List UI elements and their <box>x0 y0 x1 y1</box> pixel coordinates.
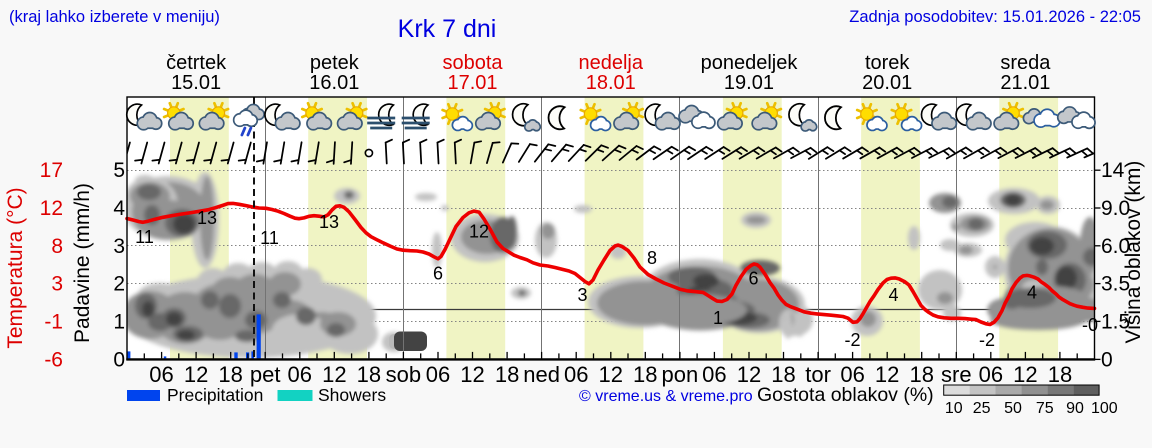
svg-text:18.01: 18.01 <box>586 72 636 94</box>
svg-text:12: 12 <box>469 222 489 242</box>
svg-text:6: 6 <box>748 269 758 289</box>
svg-text:19.01: 19.01 <box>724 72 774 94</box>
svg-text:pet: pet <box>250 362 281 387</box>
svg-text:2: 2 <box>113 273 125 296</box>
svg-text:12: 12 <box>40 197 63 220</box>
svg-text:petek: petek <box>310 52 360 74</box>
svg-text:sobota: sobota <box>443 52 504 74</box>
svg-text:Krk 7 dni: Krk 7 dni <box>398 15 497 43</box>
svg-text:12: 12 <box>875 362 899 387</box>
svg-text:-6: -6 <box>44 348 63 371</box>
svg-text:06: 06 <box>149 362 173 387</box>
svg-text:100: 100 <box>1091 400 1118 417</box>
svg-text:4: 4 <box>888 285 898 305</box>
svg-text:Precipitation: Precipitation <box>167 385 263 405</box>
svg-text:6: 6 <box>433 264 443 284</box>
svg-text:1.5: 1.5 <box>1101 310 1130 333</box>
svg-text:Zadnja posodobitev: 15.01.2026: Zadnja posodobitev: 15.01.2026 - 22:05 <box>849 8 1141 26</box>
svg-text:18: 18 <box>909 362 933 387</box>
svg-text:06: 06 <box>426 362 450 387</box>
svg-text:ned: ned <box>523 362 560 387</box>
svg-text:-0: -0 <box>1082 315 1098 335</box>
svg-text:ponedeljek: ponedeljek <box>701 52 799 74</box>
svg-text:Višina oblakov (km): Višina oblakov (km) <box>1122 161 1145 344</box>
svg-text:5: 5 <box>113 159 125 182</box>
svg-text:18: 18 <box>771 362 795 387</box>
svg-text:6.0: 6.0 <box>1101 235 1130 258</box>
svg-text:1: 1 <box>713 308 723 328</box>
svg-text:16.01: 16.01 <box>309 72 359 94</box>
svg-text:Temperatura (°C): Temperatura (°C) <box>4 187 27 348</box>
svg-text:torek: torek <box>865 52 910 74</box>
svg-text:06: 06 <box>702 362 726 387</box>
svg-text:-2: -2 <box>844 330 860 350</box>
svg-text:10: 10 <box>945 400 963 417</box>
svg-text:sob: sob <box>386 362 421 387</box>
svg-text:0: 0 <box>113 348 125 371</box>
svg-text:13: 13 <box>197 208 217 228</box>
svg-text:sreda: sreda <box>1000 52 1051 74</box>
svg-text:3: 3 <box>51 273 63 296</box>
svg-text:20.01: 20.01 <box>862 72 912 94</box>
svg-text:11: 11 <box>260 228 279 248</box>
svg-text:90: 90 <box>1066 400 1084 417</box>
svg-text:12: 12 <box>460 362 484 387</box>
svg-text:8: 8 <box>51 235 63 258</box>
svg-text:nedelja: nedelja <box>578 52 643 74</box>
svg-text:75: 75 <box>1036 400 1054 417</box>
svg-text:3: 3 <box>577 285 587 305</box>
svg-text:06: 06 <box>288 362 312 387</box>
svg-text:© vreme.us & vreme.pro: © vreme.us & vreme.pro <box>579 388 753 405</box>
svg-text:4: 4 <box>1027 283 1037 303</box>
svg-text:18: 18 <box>495 362 519 387</box>
svg-text:pon: pon <box>661 362 698 387</box>
svg-text:14: 14 <box>1101 159 1125 182</box>
svg-text:06: 06 <box>840 362 864 387</box>
svg-text:11: 11 <box>135 227 154 247</box>
svg-text:21.01: 21.01 <box>1000 72 1050 94</box>
svg-text:18: 18 <box>1048 362 1072 387</box>
svg-text:3.5: 3.5 <box>1101 273 1130 296</box>
svg-text:13: 13 <box>319 212 339 232</box>
svg-text:1: 1 <box>113 310 125 333</box>
svg-text:3: 3 <box>113 235 125 258</box>
svg-text:Gostota oblakov (%): Gostota oblakov (%) <box>757 384 934 406</box>
svg-text:(kraj lahko izberete v meniju): (kraj lahko izberete v meniju) <box>9 8 220 26</box>
svg-text:-2: -2 <box>979 330 995 350</box>
svg-text:Padavine (mm/h): Padavine (mm/h) <box>71 183 94 343</box>
svg-text:18: 18 <box>633 362 657 387</box>
svg-text:tor: tor <box>805 362 831 387</box>
svg-text:0: 0 <box>1101 348 1113 371</box>
svg-text:18: 18 <box>218 362 242 387</box>
svg-text:12: 12 <box>322 362 346 387</box>
svg-text:12: 12 <box>599 362 623 387</box>
svg-text:15.01: 15.01 <box>171 72 221 94</box>
svg-text:50: 50 <box>1004 400 1022 417</box>
svg-text:12: 12 <box>737 362 761 387</box>
svg-text:06: 06 <box>564 362 588 387</box>
svg-text:9.0: 9.0 <box>1101 197 1130 220</box>
svg-text:18: 18 <box>357 362 381 387</box>
svg-text:Showers: Showers <box>318 385 386 405</box>
svg-text:četrtek: četrtek <box>166 52 227 74</box>
svg-text:12: 12 <box>1013 362 1037 387</box>
svg-text:8: 8 <box>647 248 657 268</box>
svg-text:sre: sre <box>941 362 972 387</box>
svg-text:-1: -1 <box>44 310 63 333</box>
svg-text:06: 06 <box>979 362 1003 387</box>
svg-text:17: 17 <box>40 159 63 182</box>
svg-text:17.01: 17.01 <box>448 72 498 94</box>
svg-text:25: 25 <box>973 400 991 417</box>
svg-text:12: 12 <box>184 362 208 387</box>
svg-text:4: 4 <box>113 197 125 220</box>
